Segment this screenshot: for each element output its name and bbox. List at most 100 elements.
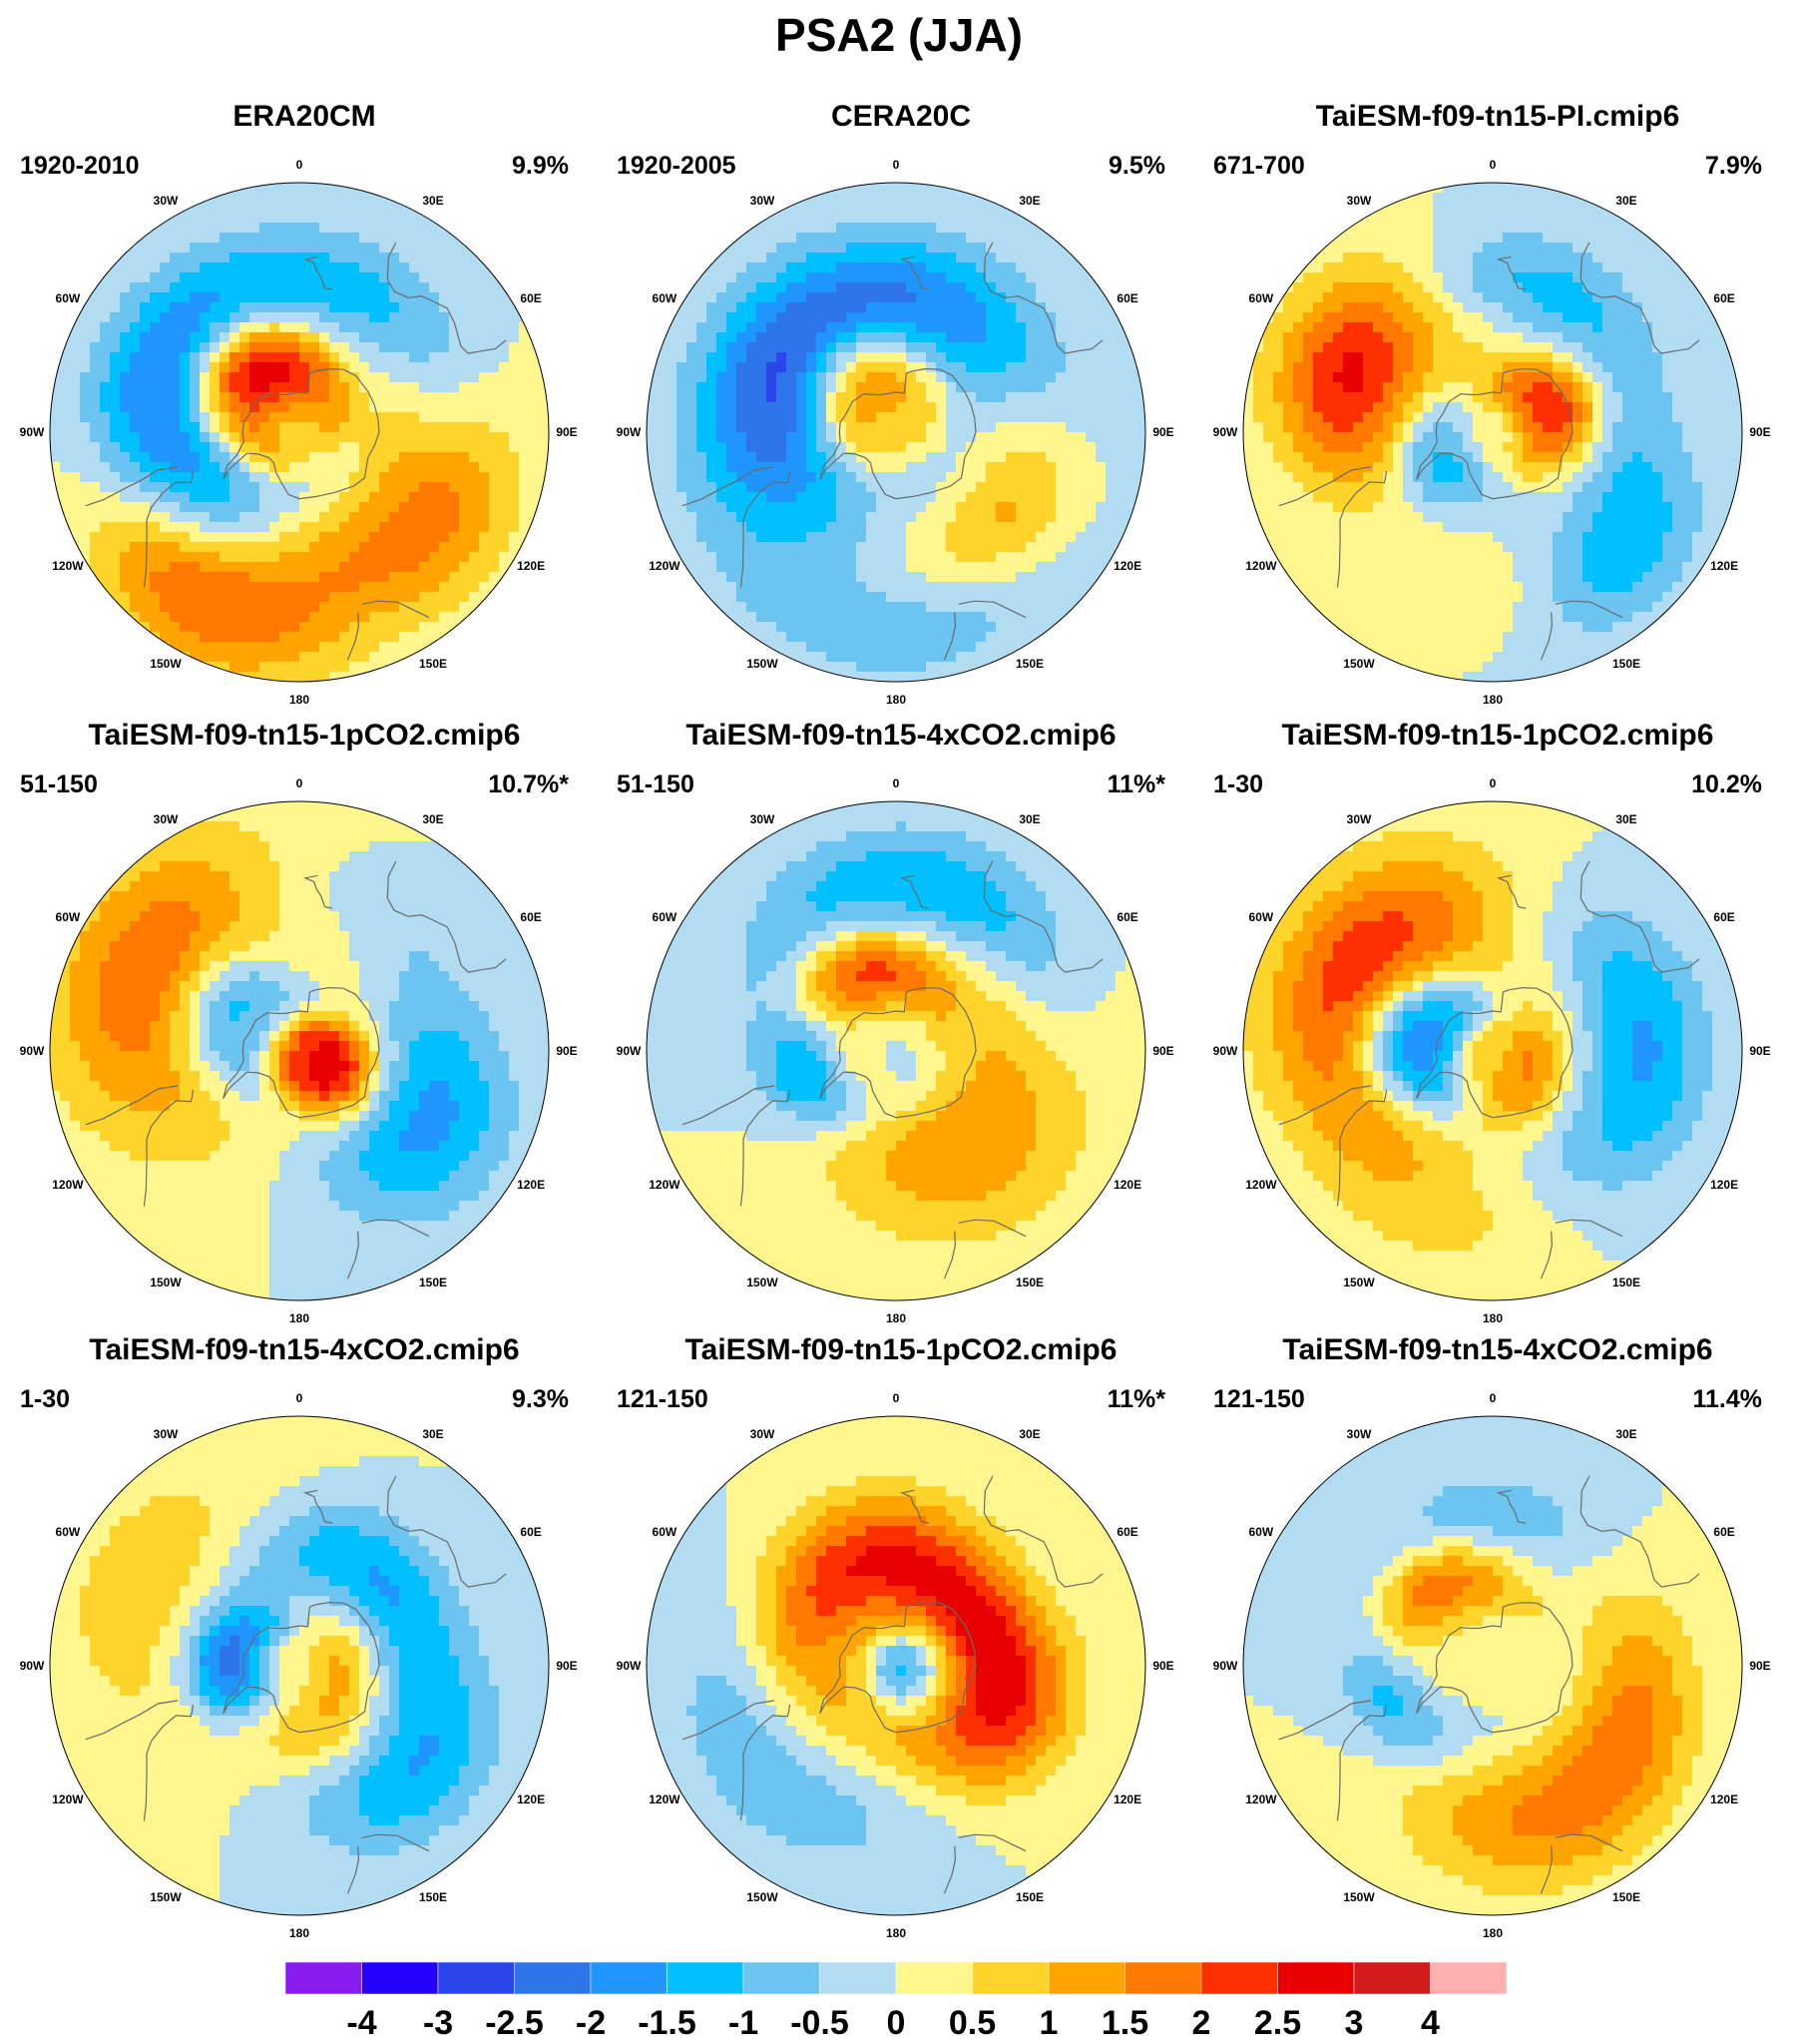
anomaly-cell	[986, 392, 997, 403]
anomaly-cell	[499, 432, 510, 443]
anomaly-cell	[140, 312, 151, 323]
anomaly-cell	[746, 382, 757, 393]
anomaly-cell	[996, 582, 1007, 593]
anomaly-cell	[349, 462, 360, 473]
anomaly-cell	[90, 352, 101, 363]
anomaly-cell	[1343, 262, 1354, 273]
anomaly-cell	[1513, 203, 1524, 214]
anomaly-cell	[1096, 392, 1107, 403]
anomaly-cell	[976, 502, 987, 513]
anomaly-cell	[846, 652, 857, 663]
anomaly-cell	[1602, 362, 1613, 373]
anomaly-cell	[369, 223, 380, 234]
anomaly-cell	[150, 272, 161, 283]
anomaly-cell	[150, 412, 161, 423]
anomaly-cell	[110, 262, 121, 273]
anomaly-cell	[439, 562, 450, 573]
anomaly-cell	[469, 512, 480, 523]
anomaly-cell	[916, 612, 927, 623]
anomaly-cell	[289, 342, 300, 353]
anomaly-cell	[936, 193, 947, 204]
anomaly-cell	[976, 422, 987, 433]
anomaly-cell	[539, 412, 549, 423]
anomaly-cell	[1722, 362, 1733, 373]
anomaly-cell	[706, 452, 717, 463]
anomaly-cell	[856, 253, 867, 263]
anomaly-cell	[676, 412, 687, 423]
anomaly-cell	[776, 233, 787, 244]
anomaly-cell	[1573, 332, 1583, 343]
longitude-label: 150W	[150, 657, 182, 671]
anomaly-cell	[369, 362, 380, 373]
anomaly-cell	[239, 572, 250, 583]
anomaly-cell	[1553, 312, 1564, 323]
anomaly-cell	[1503, 243, 1514, 254]
anomaly-cell	[726, 372, 737, 383]
anomaly-cell	[776, 492, 787, 503]
anomaly-cell	[519, 382, 530, 393]
anomaly-cell	[856, 582, 867, 593]
anomaly-cell	[667, 462, 677, 473]
anomaly-cell	[210, 412, 221, 423]
anomaly-cell	[190, 642, 201, 653]
anomaly-cell	[1483, 342, 1494, 353]
anomaly-cell	[706, 332, 717, 343]
anomaly-cell	[1662, 243, 1673, 254]
anomaly-cell	[796, 352, 807, 363]
anomaly-cell	[1036, 392, 1047, 403]
anomaly-cell	[100, 312, 111, 323]
anomaly-cell	[329, 442, 340, 453]
anomaly-cell	[429, 392, 440, 403]
anomaly-cell	[210, 422, 221, 433]
anomaly-cell	[1383, 213, 1394, 224]
anomaly-cell	[936, 183, 947, 194]
anomaly-cell	[1313, 272, 1324, 283]
anomaly-cell	[319, 642, 330, 653]
anomaly-cell	[726, 262, 737, 273]
anomaly-cell	[1086, 532, 1097, 543]
anomaly-cell	[259, 332, 270, 343]
anomaly-cell	[996, 452, 1007, 463]
anomaly-cell	[60, 532, 71, 543]
anomaly-cell	[1443, 183, 1454, 194]
anomaly-cell	[1463, 243, 1474, 254]
anomaly-cell	[716, 432, 727, 443]
anomaly-cell	[1383, 193, 1394, 204]
anomaly-cell	[269, 522, 280, 533]
anomaly-cell	[289, 462, 300, 473]
anomaly-cell	[319, 482, 330, 493]
anomaly-cell	[339, 203, 350, 214]
anomaly-cell	[329, 542, 340, 553]
anomaly-cell	[419, 422, 430, 433]
anomaly-cell	[756, 612, 767, 623]
anomaly-cell	[916, 312, 927, 323]
anomaly-cell	[509, 302, 520, 313]
anomaly-cell	[956, 462, 967, 473]
anomaly-cell	[389, 312, 400, 323]
anomaly-cell	[299, 602, 310, 613]
anomaly-cell	[190, 542, 201, 553]
anomaly-cell	[667, 342, 677, 353]
anomaly-cell	[1642, 262, 1653, 273]
anomaly-cell	[966, 552, 977, 563]
anomaly-cell	[130, 562, 141, 573]
anomaly-cell	[846, 203, 857, 214]
anomaly-cell	[826, 512, 837, 523]
map-panel: TaiESM-f09-tn15-PI.cmip6 671-700 7.9% 0 30E 6…	[1203, 100, 1792, 707]
anomaly-cell	[647, 382, 658, 393]
anomaly-cell	[130, 492, 141, 503]
anomaly-cell	[70, 342, 81, 353]
anomaly-cell	[279, 662, 290, 673]
anomaly-cell	[1046, 502, 1057, 513]
anomaly-cell	[80, 432, 91, 443]
anomaly-cell	[896, 352, 907, 363]
anomaly-cell	[1373, 272, 1384, 283]
anomaly-cell	[956, 253, 967, 263]
anomaly-cell	[259, 372, 270, 383]
anomaly-cell	[1323, 272, 1334, 283]
anomaly-cell	[1563, 292, 1573, 303]
anomaly-cell	[716, 492, 727, 503]
anomaly-cell	[1592, 272, 1603, 283]
anomaly-cell	[130, 262, 141, 273]
anomaly-cell	[976, 602, 987, 613]
